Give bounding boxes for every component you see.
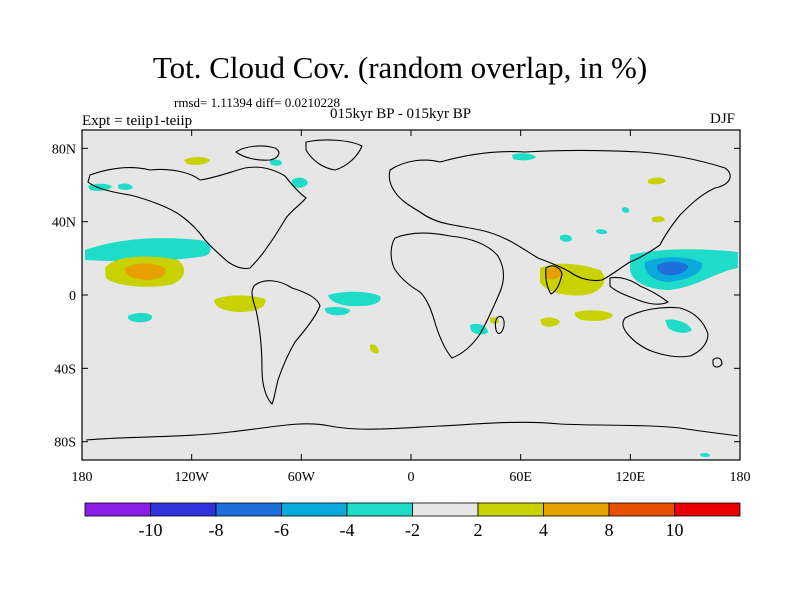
- colorbar-swatch: [346, 502, 413, 517]
- anomaly-region: [622, 207, 630, 213]
- colorbar-swatch: [150, 502, 217, 517]
- colorbar-label: 2: [474, 520, 483, 540]
- colorbar-swatch: [608, 502, 675, 517]
- arctic-island-outline: [235, 145, 280, 161]
- colorbar-swatch: [674, 502, 741, 517]
- lon-tick-label: 60W: [288, 470, 316, 485]
- anomaly-region: [124, 263, 166, 280]
- south-america-outline: [251, 280, 321, 405]
- colorbar-swatch: [543, 502, 610, 517]
- anomaly-region: [574, 310, 613, 321]
- anomaly-region: [545, 267, 562, 280]
- anomaly-region: [127, 313, 153, 323]
- latitude-axis: 80N 40N 0 40S 80S: [52, 142, 740, 451]
- colorbar-swatch: [477, 502, 544, 517]
- lon-tick-label: 180: [730, 470, 751, 485]
- lon-tick-label: 0: [408, 470, 415, 485]
- anomaly-region: [540, 317, 560, 327]
- anomaly-region: [292, 177, 308, 188]
- lat-tick-label: 40N: [52, 216, 76, 231]
- lon-tick-label: 60E: [509, 470, 532, 485]
- colorbar-label: -8: [209, 520, 224, 540]
- madagascar-outline: [494, 315, 505, 335]
- anomaly-region: [652, 216, 665, 223]
- colorbar-label: -2: [405, 520, 420, 540]
- anomaly-shading: [85, 153, 738, 458]
- colorbar-swatch: [412, 502, 479, 517]
- map-background: [82, 130, 740, 460]
- anomaly-region: [596, 229, 608, 235]
- lat-tick-label: 80N: [52, 142, 76, 157]
- colorbar: [84, 502, 741, 517]
- anomaly-region: [270, 159, 282, 166]
- anomaly-region: [328, 291, 381, 307]
- lon-tick-label: 180: [72, 470, 93, 485]
- lat-tick-label: 80S: [54, 436, 76, 451]
- australia-outline: [622, 306, 709, 358]
- greenland-outline: [305, 139, 363, 171]
- anomaly-region: [665, 319, 692, 333]
- colorbar-swatch: [215, 502, 282, 517]
- lat-tick-label: 0: [69, 289, 76, 304]
- lon-tick-label: 120W: [175, 470, 210, 485]
- antarctica-outline: [85, 421, 739, 441]
- anomaly-region: [370, 344, 379, 354]
- anomaly-region: [184, 157, 210, 165]
- new-zealand-outline: [712, 357, 723, 368]
- anomaly-region: [85, 238, 211, 262]
- colorbar-labels: -10 -8 -6 -4 -2 2 4 8 10: [139, 520, 684, 540]
- north-america-outline: [87, 166, 307, 270]
- colorbar-swatch: [84, 502, 151, 517]
- colorbar-swatch: [281, 502, 348, 517]
- anomaly-region: [700, 452, 710, 458]
- anomaly-region: [118, 183, 133, 190]
- experiment-label: Expt = teiip1-teiip: [82, 113, 193, 129]
- longitude-axis: 180 120W 60W 0 60E 120E 180: [72, 130, 751, 485]
- anomaly-region: [512, 153, 536, 161]
- anomaly-region: [648, 177, 666, 185]
- colorbar-label: 8: [605, 520, 614, 540]
- plot-title: Tot. Cloud Cov. (random overlap, in %): [152, 50, 648, 85]
- coastlines: [85, 139, 739, 441]
- anomaly-region: [560, 234, 572, 242]
- india-outline: [545, 265, 563, 295]
- period-label: 015kyr BP - 015kyr BP: [330, 106, 472, 122]
- colorbar-label: -4: [340, 520, 355, 540]
- colorbar-label: -10: [139, 520, 163, 540]
- season-label: DJF: [710, 111, 736, 127]
- lat-tick-label: 40S: [54, 362, 76, 377]
- colorbar-label: -6: [274, 520, 289, 540]
- lon-tick-label: 120E: [616, 470, 646, 485]
- colorbar-label: 4: [539, 520, 548, 540]
- maritime-continent-outline: [609, 276, 669, 305]
- colorbar-label: 10: [666, 520, 684, 540]
- anomaly-region: [656, 261, 688, 276]
- africa-outline: [390, 232, 505, 359]
- eurasia-outline: [388, 149, 731, 282]
- anomaly-region: [324, 306, 350, 316]
- stats-label: rmsd= 1.11394 diff= 0.0210228: [174, 95, 340, 110]
